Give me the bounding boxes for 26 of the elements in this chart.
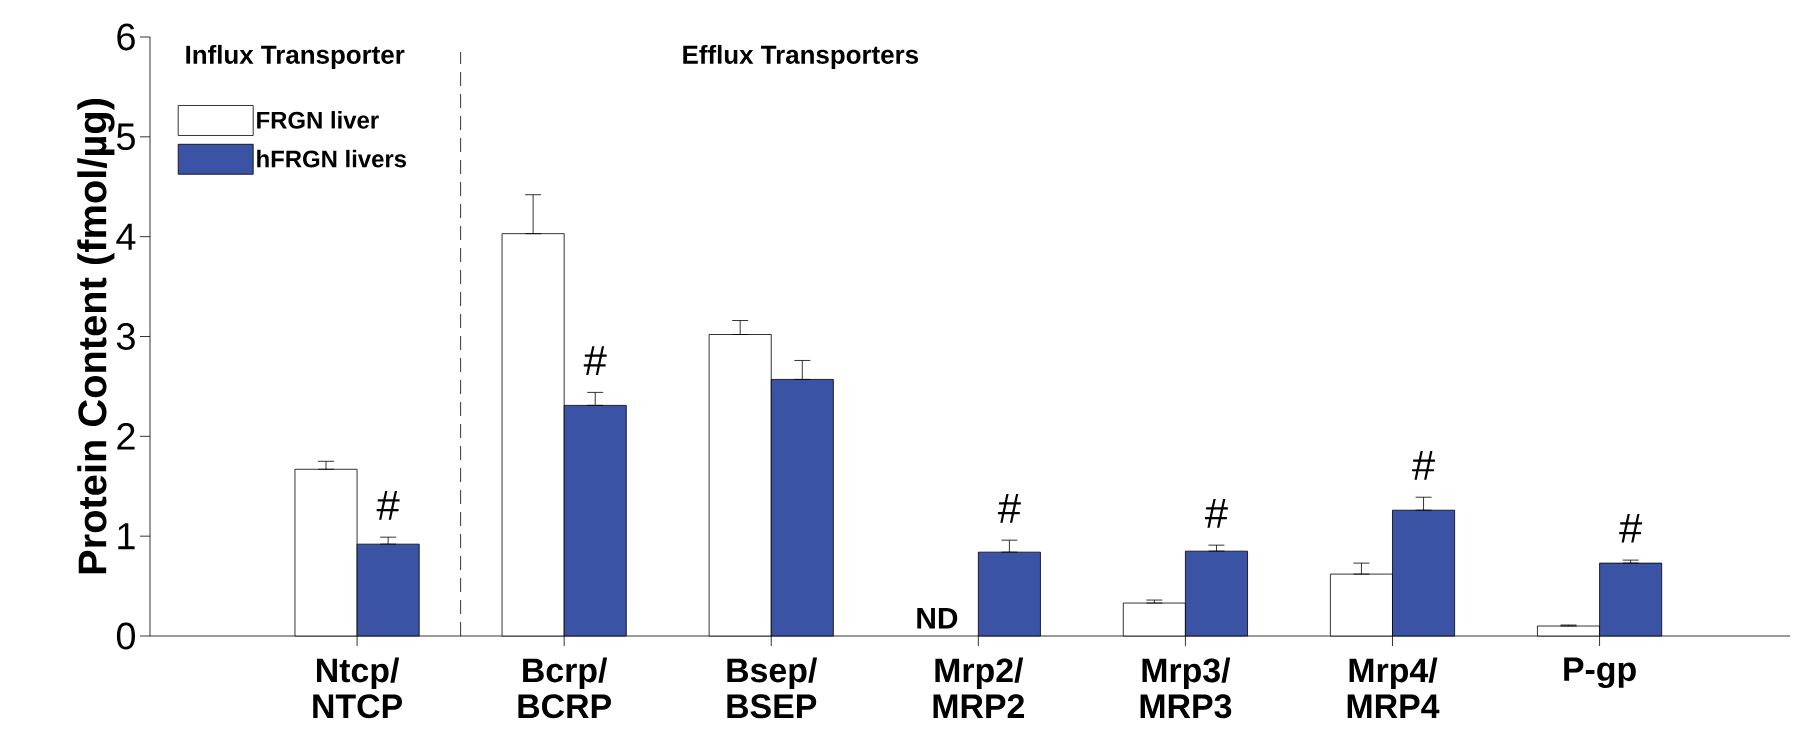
x-tick-label: Mrp2/ MRP2 (933, 657, 1025, 718)
y-tick-label: 0 (116, 622, 135, 650)
x-tick-label: Mrp4/ MRP4 (1347, 657, 1440, 718)
x-tick-label: Ntcp/ NTCP (313, 657, 403, 719)
annotation: ND (917, 607, 958, 629)
y-tick-label: 1 (118, 523, 135, 550)
y-tick-label: 6 (117, 23, 135, 51)
y-axis-title: Protein Content (fmol/µg) (77, 99, 115, 574)
annotation: # (583, 346, 607, 375)
x-tick-label: P-gp (1564, 657, 1636, 688)
annotation: # (1412, 451, 1435, 480)
annotation: # (1205, 499, 1228, 528)
x-tick-label: Bsep/ BSEP (727, 657, 818, 719)
annotation: Efflux Transporters (683, 44, 919, 70)
x-tick-label: Mrp3/ MRP3 (1140, 657, 1232, 719)
y-tick-label: 2 (117, 423, 135, 450)
annotation: # (997, 494, 1021, 523)
y-tick-label: 3 (116, 323, 135, 350)
annotation: # (1619, 513, 1643, 543)
y-tick-label: 5 (116, 123, 135, 151)
x-tick-label: Bcrp/ BCRP (518, 657, 611, 719)
legend-label: hFRGN livers (257, 149, 407, 168)
annotation: # (376, 491, 400, 520)
legend-label: FRGN liver (257, 111, 379, 129)
annotation: Influx Transporter (186, 44, 405, 70)
y-tick-label: 4 (116, 223, 136, 250)
